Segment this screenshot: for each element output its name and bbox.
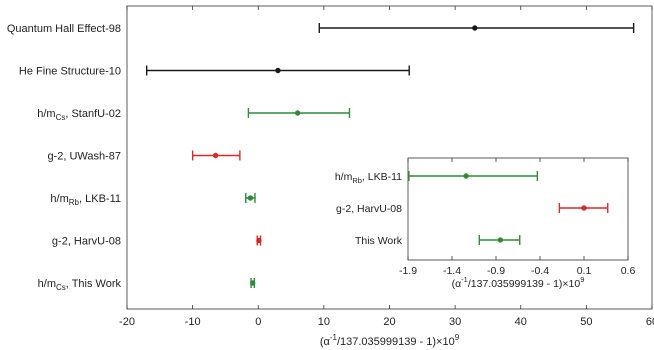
- main-xtick-label: 20: [383, 316, 395, 328]
- main-series-4: [245, 193, 256, 203]
- main-series-2: [247, 108, 351, 118]
- label-part: Rb: [69, 198, 80, 207]
- inset-chart: -1.9 -1.4 -0.9 -0.4 0.1 0.6 h/mRb, LKB-11 g-2, …: [335, 157, 636, 290]
- data-point: [247, 195, 254, 201]
- main-x-axis-label: (α-1/137.035999139 - 1)×109: [320, 333, 460, 348]
- label-part: /137.035999139 - 1)×10: [468, 278, 581, 290]
- main-xtick-label: 30: [449, 316, 461, 328]
- inset-x-axis-label: (α-1/137.035999139 - 1)×109: [452, 275, 585, 290]
- main-row-label: Quantum Hall Effect-98: [7, 23, 121, 35]
- label-part: This Work: [355, 235, 403, 247]
- data-point: [275, 67, 281, 74]
- main-plot-frame: [126, 5, 653, 310]
- inset-xtick-label: -0.4: [531, 265, 549, 277]
- label-part: , This Work: [66, 278, 122, 290]
- inset-series-1: [558, 203, 609, 213]
- main-row-label: h/mCs, StanfU-02: [37, 108, 121, 122]
- label-part: h/m: [37, 108, 55, 120]
- main-xtick-label: 10: [318, 316, 330, 328]
- label-part: g-2, HarvU-08: [52, 236, 121, 248]
- main-row-label: h/mCs, This Work: [38, 278, 122, 292]
- data-point: [256, 237, 262, 244]
- data-point: [497, 237, 504, 243]
- main-xtick-label: 50: [580, 316, 592, 328]
- label-part: -1: [461, 275, 468, 284]
- main-xtick-label: -10: [185, 316, 201, 328]
- main-xtick-label: 0: [255, 316, 261, 328]
- label-part: , StanfU-02: [65, 108, 121, 120]
- main-xtick-label: -20: [119, 316, 135, 328]
- data-point: [294, 110, 301, 116]
- main-series-3: [191, 150, 241, 161]
- main-series-6: [249, 278, 256, 288]
- inset-row-label: This Work: [355, 235, 403, 247]
- label-part: 9: [580, 275, 584, 284]
- inset-row-label: g-2, HarvU-08: [336, 203, 402, 215]
- label-part: (α: [320, 336, 331, 348]
- label-part: 9: [455, 333, 460, 342]
- label-part: (α: [452, 278, 462, 290]
- main-row-label: g-2, HarvU-08: [52, 236, 121, 248]
- inset-xtick-label: -1.9: [399, 265, 417, 277]
- inset-xtick-label: 0.1: [577, 265, 592, 277]
- label-part: Cs: [56, 283, 66, 292]
- data-point: [249, 280, 256, 286]
- main-row-label: h/mRb, LKB-11: [50, 193, 121, 207]
- inset-series-0: [408, 171, 539, 181]
- label-part: /137.035999139 - 1)×10: [337, 336, 455, 348]
- label-part: h/m: [335, 171, 353, 183]
- label-part: -1: [330, 333, 338, 342]
- label-part: h/m: [50, 193, 68, 205]
- label-part: Rb: [352, 176, 362, 185]
- inset-xtick-label: -1.4: [443, 265, 461, 277]
- data-point: [472, 25, 478, 31]
- label-part: , LKB-11: [362, 171, 402, 183]
- main-xtick-label: 40: [515, 316, 527, 328]
- main-chart: -20 -10 0 10 20 30 40 50 60 Quantum Hall Effect-9…: [7, 5, 654, 348]
- main-xtick-label: 60: [646, 316, 654, 328]
- label-part: He Fine Structure-10: [19, 66, 121, 78]
- main-series-0: [318, 23, 635, 33]
- inset-xtick-label: 0.6: [621, 265, 636, 277]
- label-part: Quantum Hall Effect-98: [7, 23, 121, 35]
- inset-plot-frame: [407, 157, 629, 261]
- label-part: g-2, HarvU-08: [336, 203, 402, 215]
- main-series-5: [256, 235, 262, 246]
- main-row-label: He Fine Structure-10: [19, 66, 121, 78]
- inset-series-2: [478, 235, 521, 245]
- data-point: [581, 205, 587, 211]
- main-series-1: [145, 65, 410, 76]
- data-point: [463, 173, 469, 179]
- label-part: g-2, UWash-87: [47, 151, 121, 163]
- label-part: , LKB-11: [79, 193, 121, 205]
- main-row-label: g-2, UWash-87: [47, 151, 121, 163]
- label-part: Cs: [56, 113, 66, 122]
- inset-xtick-label: -0.9: [487, 265, 505, 277]
- inset-row-label: h/mRb, LKB-11: [335, 171, 402, 185]
- label-part: h/m: [38, 278, 56, 290]
- data-point: [212, 152, 219, 159]
